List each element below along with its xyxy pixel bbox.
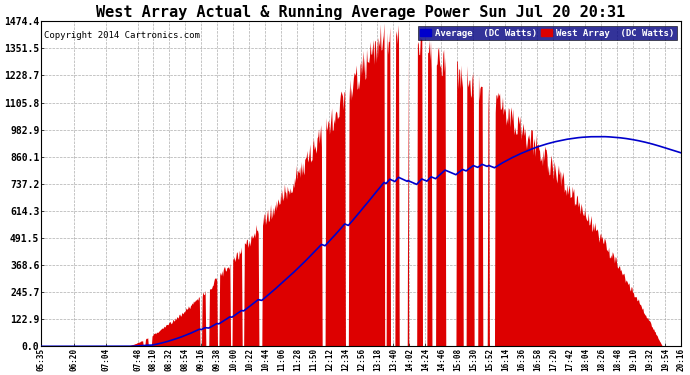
Legend: Average  (DC Watts), West Array  (DC Watts): Average (DC Watts), West Array (DC Watts… [417, 26, 677, 40]
Text: Copyright 2014 Cartronics.com: Copyright 2014 Cartronics.com [44, 31, 200, 40]
Title: West Array Actual & Running Average Power Sun Jul 20 20:31: West Array Actual & Running Average Powe… [97, 4, 626, 20]
